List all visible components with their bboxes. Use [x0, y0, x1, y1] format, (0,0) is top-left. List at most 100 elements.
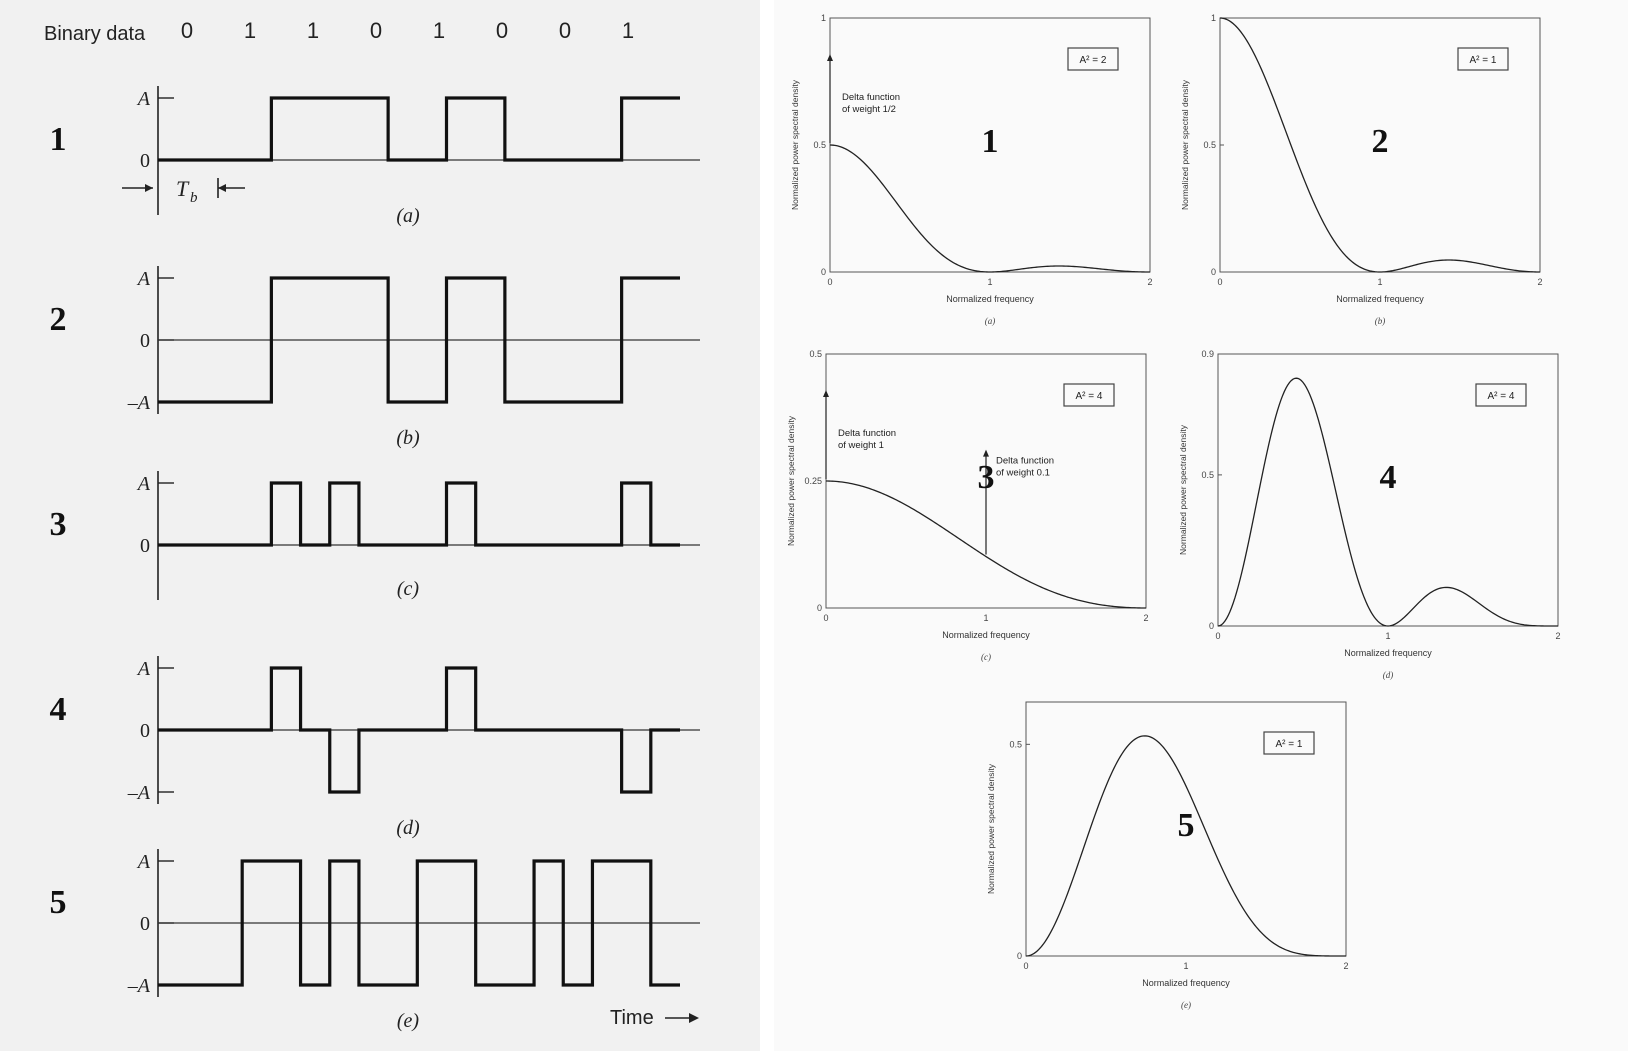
y-tick-label: 1: [1211, 13, 1216, 23]
psd-plot-3: 0 0.25 0.5 0 1 2 Normalized frequency (c) Normal…: [786, 349, 1149, 662]
level-label: 0: [140, 720, 150, 742]
binary-bit: 1: [307, 18, 319, 43]
y-tick-label: 0.5: [1203, 140, 1216, 150]
y-tick-label: 1: [821, 13, 826, 23]
amplitude-badge: [1263, 731, 1315, 755]
plot-frame: [1025, 701, 1347, 957]
binary-bit: 0: [370, 18, 382, 43]
amplitude-badge-text: A² = 1: [1276, 739, 1303, 750]
amplitude-badge: [1475, 383, 1527, 407]
waveform-diagram: Binary data 0 1 1 0 1 0 0 1 1 A 0 (a) T b 2 A 0 –A (b) 3 A 0 (c…: [44, 18, 700, 1032]
x-tick-label: 2: [1555, 631, 1560, 641]
plot-caption: (d): [1383, 670, 1394, 680]
waveform-caption: (b): [396, 427, 420, 449]
psd-curve: [825, 480, 1146, 609]
level-label: A: [136, 268, 151, 290]
x-tick-label: 1: [1183, 961, 1188, 971]
plot-caption: (b): [1375, 316, 1386, 326]
binary-bit: 1: [622, 18, 634, 43]
y-tick-label: 0: [1017, 951, 1022, 961]
y-axis-label: Normalized power spectral density: [790, 79, 800, 210]
time-label: Time: [610, 1007, 654, 1029]
x-axis-label: Normalized frequency: [1344, 648, 1432, 658]
amplitude-badge: [1067, 47, 1119, 71]
psd-plot-1: 0 0.5 1 0 1 2 Normalized frequency (a) Normalize…: [790, 13, 1153, 326]
y-tick-label: 0: [1209, 621, 1214, 631]
y-tick-label: 0: [817, 603, 822, 613]
waveform-number: 3: [50, 506, 67, 543]
x-tick-label: 1: [1385, 631, 1390, 641]
psd-curve: [1025, 735, 1346, 957]
waveform-3: 3 A 0 (c): [50, 471, 700, 600]
tb-label: T: [176, 176, 190, 201]
amplitude-badge: [1063, 383, 1115, 407]
waveform-trace: [158, 276, 680, 404]
y-tick-label: 0: [821, 267, 826, 277]
delta-text: Delta function: [842, 92, 900, 103]
waveform-2: 2 A 0 –A (b): [50, 266, 700, 449]
amplitude-badge-text: A² = 1: [1470, 55, 1497, 66]
delta-text: Delta function: [838, 428, 896, 439]
psd-plot-number: 4: [1380, 459, 1397, 496]
x-tick-label: 1: [983, 613, 988, 623]
tb-arrowhead-right: [218, 184, 226, 192]
level-label: A: [136, 658, 151, 680]
y-tick-label: 0.25: [804, 476, 822, 486]
delta-text: of weight 0.1: [996, 468, 1050, 479]
waveform-trace: [158, 96, 680, 162]
y-tick-label: 0: [1211, 267, 1216, 277]
psd-plot-number: 5: [1178, 807, 1195, 844]
tb-subscript: b: [190, 190, 198, 206]
y-tick-label: 0.5: [809, 349, 822, 359]
level-label: 0: [140, 330, 150, 352]
waveform-caption: (a): [396, 205, 420, 227]
delta-arrowhead: [827, 54, 833, 61]
delta-text: of weight 1: [838, 440, 884, 451]
psd-panel: 0 0.5 1 0 1 2 Normalized frequency (a) Normalize…: [774, 0, 1628, 1051]
binary-bit: 1: [433, 18, 445, 43]
waveform-4: 4 A 0 –A (d): [50, 656, 700, 839]
x-tick-label: 2: [1537, 277, 1542, 287]
x-axis-label: Normalized frequency: [1142, 978, 1230, 988]
psd-plot-5: 0 0.5 0 1 2 Normalized frequency (e) Normalized…: [986, 701, 1349, 1010]
x-tick-label: 0: [823, 613, 828, 623]
binary-data-label: Binary data: [44, 23, 146, 45]
psd-plot-number: 3: [978, 459, 995, 496]
y-axis-label: Normalized power spectral density: [1178, 424, 1188, 555]
level-label: –A: [127, 782, 151, 804]
waveform-number: 2: [50, 301, 67, 338]
x-tick-label: 0: [827, 277, 832, 287]
level-label: A: [136, 88, 151, 110]
x-tick-label: 2: [1343, 961, 1348, 971]
y-tick-label: 0.5: [813, 140, 826, 150]
level-label: 0: [140, 150, 150, 172]
waveform-caption: (c): [397, 578, 420, 600]
y-axis-label: Normalized power spectral density: [786, 415, 796, 546]
binary-bit: 0: [559, 18, 571, 43]
tb-arrowhead-left: [145, 184, 153, 192]
level-label: 0: [140, 913, 150, 935]
waveform-number: 1: [50, 121, 67, 158]
x-tick-label: 1: [987, 277, 992, 287]
waveform-trace: [158, 859, 680, 987]
delta-arrowhead: [983, 449, 989, 457]
y-tick-label: 0.5: [1201, 470, 1214, 480]
psd-plot-2: 0 0.5 1 0 1 2 Normalized frequency (b) Normalize…: [1180, 13, 1543, 326]
y-axis-label: Normalized power spectral density: [1180, 79, 1190, 210]
x-tick-label: 1: [1377, 277, 1382, 287]
x-tick-label: 0: [1217, 277, 1222, 287]
waveform-5: 5 A 0 –A (e) Time: [50, 849, 700, 1032]
x-tick-label: 0: [1023, 961, 1028, 971]
plot-caption: (e): [1181, 1000, 1191, 1010]
level-label: 0: [140, 535, 150, 557]
psd-plot-number: 1: [982, 123, 999, 160]
waveform-trace: [158, 666, 680, 794]
level-label: A: [136, 473, 151, 495]
binary-bit: 0: [181, 18, 193, 43]
x-tick-label: 2: [1143, 613, 1148, 623]
amplitude-badge-text: A² = 4: [1488, 391, 1515, 402]
x-tick-label: 2: [1147, 277, 1152, 287]
waveform-trace: [158, 481, 680, 547]
plot-caption: (c): [981, 652, 991, 662]
